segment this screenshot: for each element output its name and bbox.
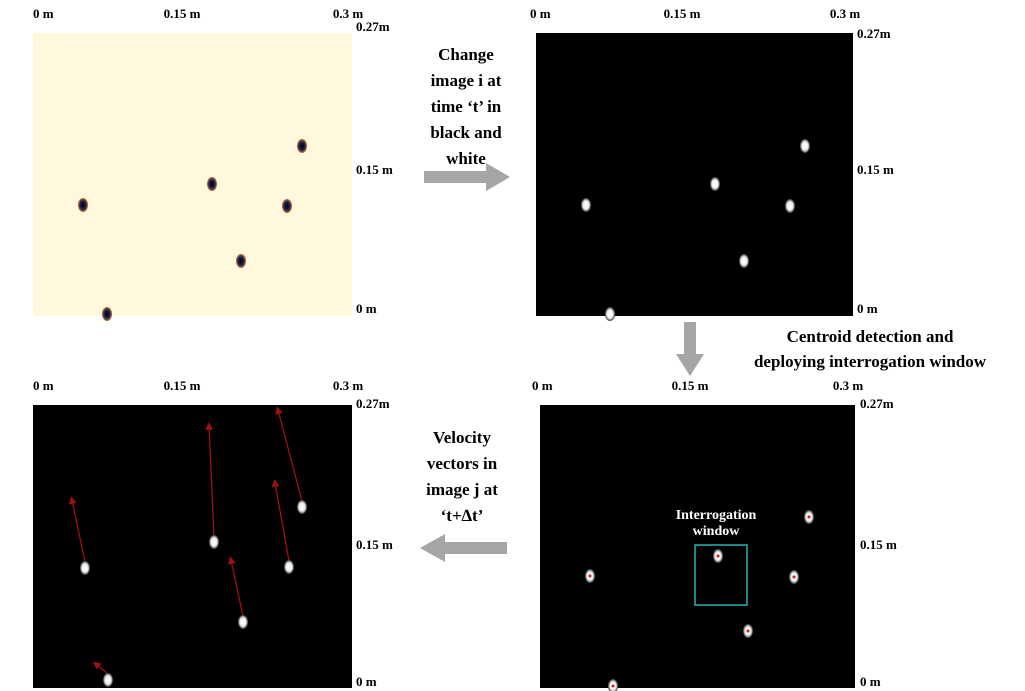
particle <box>284 560 294 574</box>
step-caption: vectors in <box>427 454 498 473</box>
particle <box>710 177 720 191</box>
step-caption: image i at <box>431 71 502 90</box>
centroid <box>612 685 615 688</box>
axis-label: 0.15 m <box>164 6 201 21</box>
particle <box>282 199 292 213</box>
image-original <box>33 33 352 316</box>
particle <box>236 254 246 268</box>
axis-label: 0.3 m <box>333 378 364 393</box>
particle <box>785 199 795 213</box>
axis-label: 0.27m <box>356 396 390 411</box>
axis-label: 0.27m <box>857 26 891 41</box>
step-caption: Change <box>438 45 494 64</box>
centroid <box>747 630 750 633</box>
arrow-left <box>420 534 507 562</box>
step-caption: black and <box>430 123 502 142</box>
particle <box>739 254 749 268</box>
axis-label: 0.27m <box>860 396 894 411</box>
centroid <box>793 576 796 579</box>
axis-label: 0.15 m <box>664 6 701 21</box>
axis-label: 0.15 m <box>672 378 709 393</box>
step-caption: white <box>446 149 486 168</box>
axis-label: 0 m <box>356 674 377 689</box>
image-binary <box>536 33 853 316</box>
particle <box>605 307 615 321</box>
axis-label: 0.15 m <box>860 537 897 552</box>
axis-label: 0 m <box>33 6 54 21</box>
particle <box>209 535 219 549</box>
axis-label: 0.3 m <box>833 378 864 393</box>
step-caption: ‘t+∆t’ <box>441 506 484 525</box>
particle <box>102 307 112 321</box>
axis-label: 0 m <box>530 6 551 21</box>
axis-label: 0.15 m <box>356 162 393 177</box>
centroid <box>589 575 592 578</box>
particle <box>581 198 591 212</box>
axis-label: 0 m <box>857 301 878 316</box>
axis-label: 0 m <box>532 378 553 393</box>
step-caption: time ‘t’ in <box>431 97 502 116</box>
particle <box>297 500 307 514</box>
image-centroid <box>540 405 855 688</box>
particle <box>80 561 90 575</box>
centroid <box>808 516 811 519</box>
axis-label: 0.27m <box>356 19 390 34</box>
axis-label: 0 m <box>33 378 54 393</box>
centroid <box>717 555 720 558</box>
particle <box>238 615 248 629</box>
particle <box>207 177 217 191</box>
axis-label: 0.15 m <box>857 162 894 177</box>
particle <box>103 673 113 687</box>
axis-label: 0.15 m <box>164 378 201 393</box>
window-label: Interrogation <box>676 508 757 523</box>
particle <box>297 139 307 153</box>
axis-label: 0.3 m <box>830 6 861 21</box>
arrow-down <box>676 322 704 376</box>
particle <box>800 139 810 153</box>
page: {"panels": [ {"top_labels": ["0 m", "0.1… <box>0 0 1025 691</box>
step-caption: Velocity <box>433 428 491 447</box>
axis-label: 0.15 m <box>356 537 393 552</box>
axis-label: 0 m <box>860 674 881 689</box>
window-label: window <box>693 524 741 539</box>
step-caption: image j at <box>426 480 498 499</box>
step-caption: deploying interrogation window <box>754 352 987 371</box>
image-vectors <box>33 405 352 688</box>
diagram: 0 m 0.15 m 0.3 m 0.27m 0.15 m 0 m 0 m 0.15 m 0.3… <box>0 0 1025 691</box>
particle <box>78 198 88 212</box>
axis-label: 0 m <box>356 301 377 316</box>
step-caption: Centroid detection and <box>787 327 954 346</box>
